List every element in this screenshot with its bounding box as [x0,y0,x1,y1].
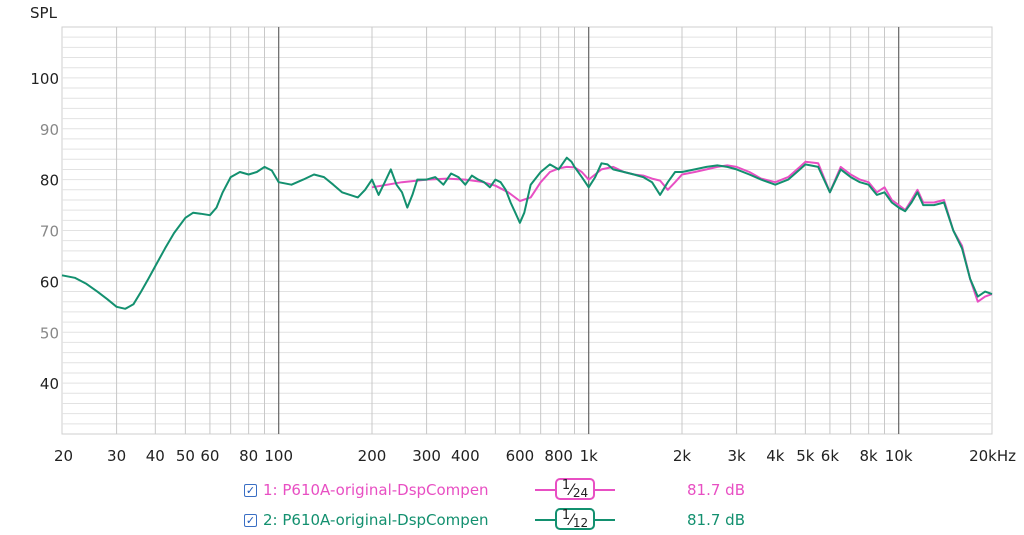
x-tick-label: 10k [885,447,913,465]
legend-item-1: ✓ 1: P610A-original-DspCompen 1 ⁄ 24 81.7 … [244,477,745,503]
x-tick-label: 40 [146,447,165,465]
x-tick-label: 6k [821,447,840,465]
x-tick-label: 300 [412,447,441,465]
series-layer [61,156,993,310]
x-tick-label: 80 [239,447,258,465]
y-tick-label: 50 [40,324,59,342]
series-2-level: 81.7 dB [687,511,745,529]
series-1-level: 81.7 dB [687,481,745,499]
x-tick-label: 800 [544,447,573,465]
grid [62,27,992,434]
x-tick-label: 50 [176,447,195,465]
x-tick-label: 20 [54,447,73,465]
x-tick-label: 4k [766,447,785,465]
x-axis-ticks: 20 30 40 50 60 80 100 200 300 400 600 800 1k 2k 3k 4k 5k… [54,447,1016,465]
x-tick-label: 2k [673,447,692,465]
series-2-smoothing-button[interactable]: 1 ⁄ 12 [535,507,615,533]
x-tick-label: 100 [264,447,293,465]
x-tick-label: 1k [580,447,599,465]
series-1-name: 1: P610A-original-DspCompen [263,481,489,499]
x-tick-label: 600 [506,447,535,465]
y-tick-label: 40 [40,375,59,393]
x-tick-label: 8k [860,447,879,465]
x-tick-label: 60 [200,447,219,465]
series-2-line [61,156,993,310]
x-tick-label: 20kHz [969,447,1016,465]
series-1-smoothing-numerator: 1 [561,477,571,493]
y-tick-label: 70 [40,223,59,241]
x-tick-label: 200 [358,447,387,465]
series-2-smoothing-numerator: 1 [561,507,571,523]
x-tick-label: 5k [796,447,815,465]
series-2-checkbox[interactable]: ✓ [244,513,257,527]
y-tick-label: 80 [40,172,59,190]
x-tick-label: 30 [107,447,126,465]
series-1-smoothing-denominator: 24 [572,486,589,500]
series-1-smoothing-button[interactable]: 1 ⁄ 24 [535,477,615,503]
y-axis-label: SPL [30,4,58,22]
y-tick-label: 90 [40,121,59,139]
series-2-smoothing-denominator: 12 [572,516,589,530]
x-tick-label: 400 [451,447,480,465]
legend-item-2: ✓ 2: P610A-original-DspCompen 1 ⁄ 12 81.7 … [244,507,745,533]
spl-chart: SPL 20 30 40 50 60 80 100 200 300 400 600 800 1k 2k 3k… [30,4,1016,465]
y-tick-label: 60 [40,273,59,291]
y-tick-label: 100 [30,70,59,88]
y-axis-ticks: 100 90 80 70 60 50 40 [30,70,59,393]
x-tick-label: 3k [727,447,746,465]
series-1-checkbox[interactable]: ✓ [244,483,257,497]
series-2-name: 2: P610A-original-DspCompen [263,511,489,529]
